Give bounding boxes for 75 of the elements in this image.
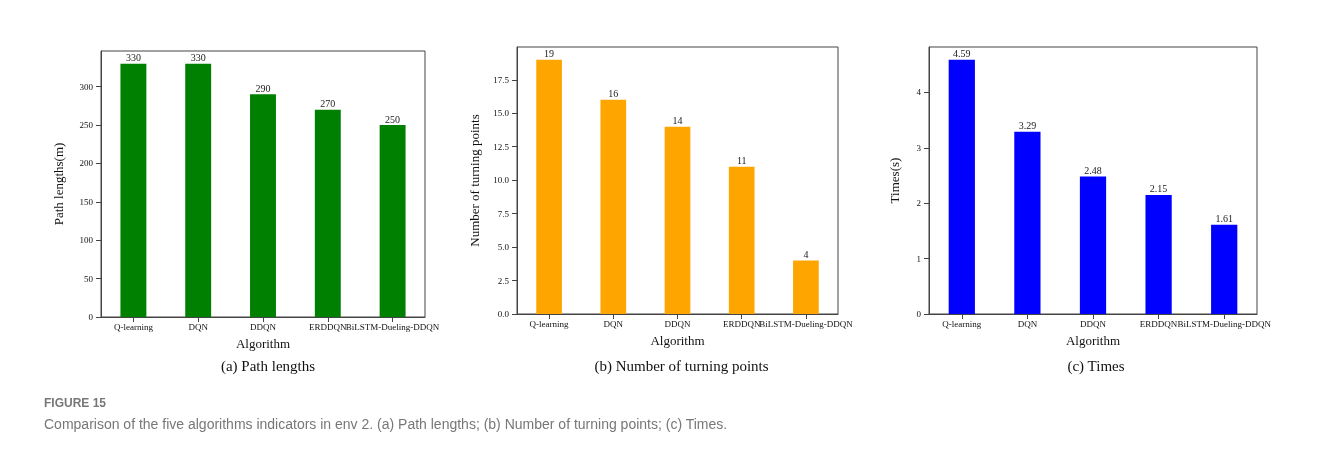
data-label: 4	[803, 248, 809, 260]
bar	[1145, 194, 1172, 314]
y-tick-label: 2.5	[497, 275, 510, 286]
x-tick-label: ERDDQN	[1139, 318, 1178, 329]
y-tick-label: 15.0	[493, 108, 510, 119]
data-label: 250	[385, 113, 401, 125]
y-tick-label: 0.0	[497, 309, 510, 319]
data-label: 16	[608, 88, 619, 100]
y-tick-label: 0	[88, 312, 94, 322]
y-tick-label: 250	[79, 120, 94, 131]
bar	[793, 260, 819, 314]
bar	[948, 59, 975, 314]
x-tick-label: DDQN	[250, 321, 277, 332]
y-tick-label: 10.0	[493, 175, 510, 186]
text: (c) Times	[1067, 357, 1125, 375]
y-axis-title: Number of turning points	[467, 114, 482, 247]
caption: FIGURE 15	[44, 396, 107, 410]
data-label: 2.15	[1149, 183, 1168, 195]
y-tick-label: 200	[79, 158, 94, 169]
data-label: 4.59	[953, 48, 971, 60]
bar	[536, 59, 562, 314]
data-label: 11	[736, 155, 747, 167]
bar	[664, 126, 691, 314]
x-axis-title: Algorithm	[235, 336, 291, 351]
y-tick-label: 3	[916, 142, 922, 153]
x-tick-label: Q-learning	[113, 321, 154, 332]
y-tick-label: 17.5	[493, 74, 510, 85]
text: (a) Path lengths	[220, 357, 316, 375]
y-tick-label: 1	[916, 253, 921, 264]
data-label: 330	[125, 52, 141, 64]
y-tick-label: 300	[79, 81, 94, 92]
x-tick-label: DQN	[603, 318, 624, 329]
x-axis-title: Algorithm	[1065, 333, 1121, 348]
bar	[120, 63, 147, 317]
x-tick-label: DQN	[188, 321, 209, 332]
data-label: 19	[544, 48, 555, 60]
data-label: 270	[320, 98, 336, 110]
data-label: 14	[672, 115, 683, 127]
y-tick-label: 12.5	[493, 141, 510, 152]
bar	[250, 94, 276, 317]
data-label: 330	[190, 52, 206, 64]
x-tick-label: BiLSTM-Dueling-DDQN	[759, 318, 854, 329]
y-tick-label: 150	[79, 196, 94, 207]
x-tick-label: ERDDQN	[722, 318, 761, 329]
bar	[1079, 176, 1107, 314]
y-tick-label: 5.0	[497, 242, 510, 253]
x-tick-label: Q-learning	[529, 318, 570, 329]
bar	[314, 109, 341, 317]
x-axis-title: Algorithm	[650, 333, 705, 348]
x-tick-label: DQN	[1017, 318, 1038, 329]
y-axis-title: Path lengths(m)	[51, 142, 66, 226]
bar	[1014, 131, 1041, 314]
data-label: 290	[255, 82, 271, 94]
x-tick-label: BiLSTM-Dueling-DDQN	[345, 321, 440, 332]
x-tick-label: Q-learning	[942, 318, 982, 329]
x-tick-label: DDQN	[1080, 318, 1107, 329]
y-tick-label: 50	[84, 273, 94, 284]
bar	[1211, 224, 1238, 314]
bar	[728, 166, 755, 314]
x-tick-label: BiLSTM-Dueling-DDQN	[1177, 318, 1272, 329]
bar	[600, 99, 627, 314]
text: (b) Number of turning points	[594, 357, 769, 375]
bar	[379, 125, 406, 317]
data-label: 1.61	[1215, 213, 1233, 225]
y-tick-label: 100	[79, 235, 94, 246]
text: Comparison of the five algorithms indicators in env 2. (a) Path lengths; (b) Number of turning points; (c) Times.	[44, 416, 728, 432]
y-tick-label: 7.5	[497, 208, 510, 219]
y-tick-label: 2	[916, 198, 921, 209]
y-tick-label: 0	[916, 309, 922, 319]
data-label: 2.48	[1084, 165, 1102, 177]
data-label: 3.29	[1018, 120, 1037, 132]
y-axis-title: Times(s)	[887, 157, 902, 204]
bar	[185, 63, 212, 317]
x-tick-label: DDQN	[664, 318, 691, 329]
y-tick-label: 4	[916, 87, 922, 98]
